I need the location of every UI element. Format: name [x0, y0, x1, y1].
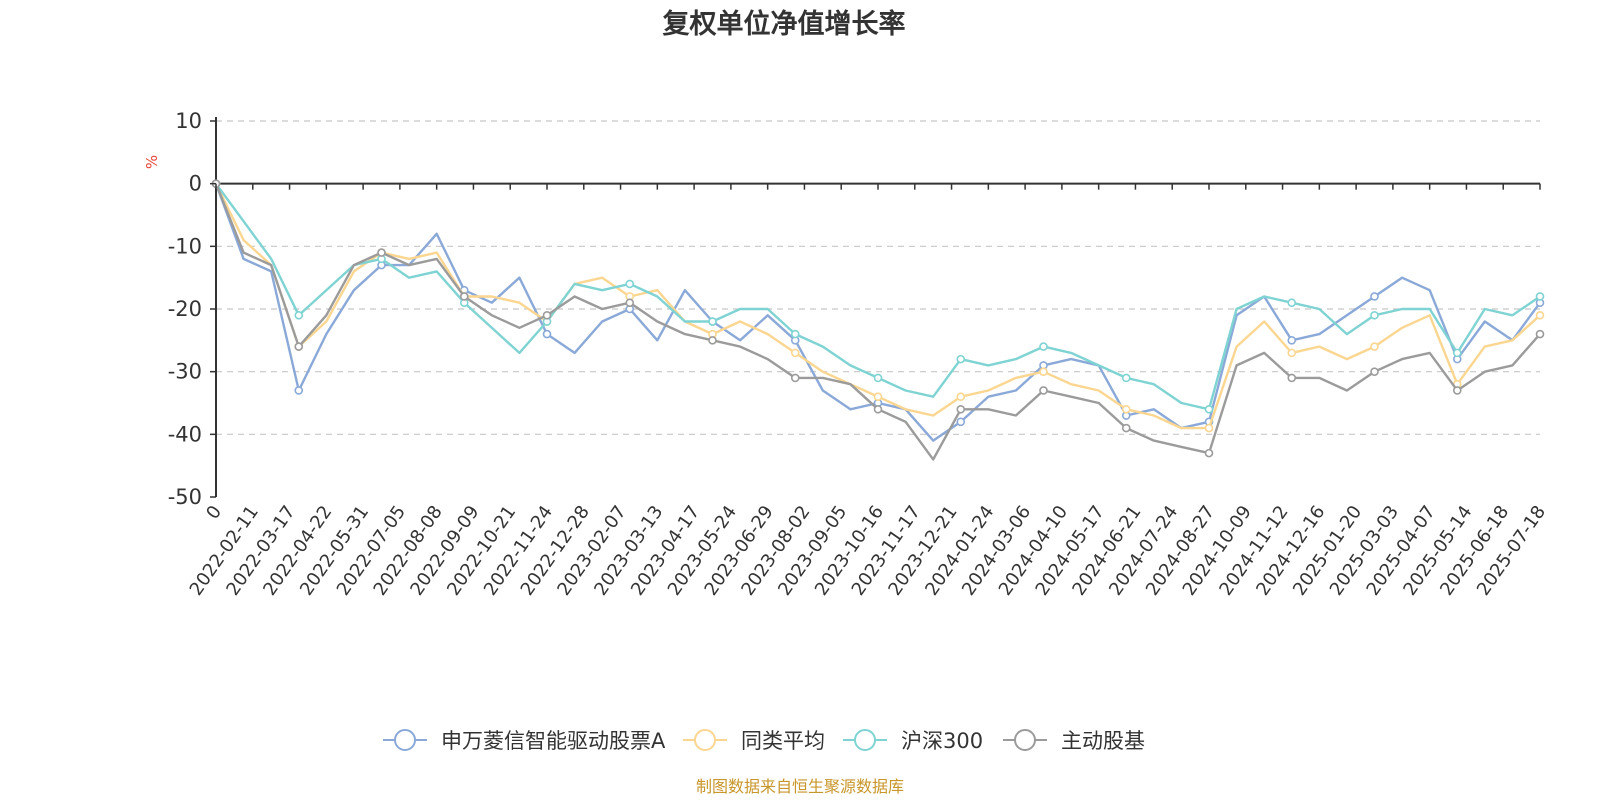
data-point [625, 279, 635, 289]
data-point [790, 373, 800, 383]
axes [215, 117, 1540, 497]
data-point [294, 342, 304, 351]
series-1 [211, 179, 1545, 442]
data-point [1287, 373, 1297, 383]
series-line [214, 183, 1541, 461]
data-point [542, 329, 552, 339]
y-tick-label: -30 [168, 360, 202, 384]
legend-item: 沪深300 [843, 729, 983, 753]
y-tick-label: 10 [175, 109, 202, 133]
data-point [1370, 310, 1379, 320]
gridlines [216, 120, 1540, 435]
legend-label: 申万菱信智能驱动股票A [441, 729, 666, 753]
data-point [542, 310, 552, 320]
y-tick-label: -50 [168, 485, 202, 509]
data-point [956, 417, 966, 427]
data-point [708, 336, 717, 345]
data-point [459, 292, 469, 301]
data-point [1121, 373, 1131, 383]
y-axis-ticks: 10 0 -10 -20 -30 -40 -50 [168, 109, 216, 509]
y-tick-label: 0 [189, 172, 202, 196]
legend-item: 主动股基 [1003, 729, 1145, 753]
legend-label: 同类平均 [741, 729, 825, 753]
series-4 [211, 179, 1545, 461]
legend-item: 申万菱信智能驱动股票A [383, 729, 666, 753]
data-point [1287, 336, 1297, 345]
data-point [1452, 386, 1462, 395]
data-point [377, 248, 386, 257]
data-point [1535, 292, 1545, 301]
legend: 申万菱信智能驱动股票A 同类平均 沪深300 主动股基 [383, 729, 1145, 753]
legend-item: 同类平均 [683, 729, 825, 753]
chart-title: 复权单位净值增长率 [663, 8, 906, 40]
data-point [873, 373, 883, 383]
series-lines [211, 179, 1545, 461]
data-point [1452, 348, 1462, 358]
legend-label: 主动股基 [1061, 729, 1145, 753]
data-point [1370, 367, 1379, 376]
legend-marker [854, 729, 876, 751]
data-point [1204, 404, 1214, 414]
legend-marker [694, 729, 716, 751]
data-point [790, 348, 800, 358]
data-point [1370, 342, 1379, 351]
legend-marker [1014, 729, 1036, 751]
data-point [1204, 448, 1214, 458]
series-2 [211, 179, 1545, 433]
x-axis-ticks: 02022-02-112022-03-172022-04-222022-05-3… [186, 183, 1550, 600]
data-point [625, 298, 635, 308]
data-point [873, 392, 883, 402]
legend-label: 沪深300 [901, 729, 983, 753]
x-tick-label: 0 [202, 502, 226, 523]
data-point [1121, 423, 1131, 433]
data-point [1370, 292, 1379, 301]
data-point [790, 329, 800, 339]
data-point [1039, 367, 1048, 376]
data-point [708, 317, 717, 326]
y-tick-label: -10 [168, 234, 202, 258]
data-point [956, 354, 966, 364]
legend-marker [394, 729, 416, 751]
data-point [956, 404, 966, 414]
y-axis-unit-label: % [143, 155, 161, 169]
y-tick-label: -40 [168, 422, 202, 446]
data-point [1287, 348, 1297, 358]
data-point [294, 386, 304, 395]
data-source-note: 制图数据来自恒生聚源数据库 [696, 777, 904, 796]
data-point [1535, 329, 1545, 339]
series-line [214, 183, 1541, 430]
y-tick-label: -20 [168, 297, 202, 321]
series-3 [211, 179, 1545, 414]
data-point [873, 404, 883, 414]
data-point [1121, 404, 1131, 414]
data-point [956, 392, 966, 402]
data-point [1204, 423, 1214, 433]
data-point [1039, 342, 1048, 351]
data-point [1039, 386, 1048, 395]
data-point [1535, 310, 1545, 320]
data-point [294, 310, 304, 320]
data-point [1287, 298, 1297, 308]
